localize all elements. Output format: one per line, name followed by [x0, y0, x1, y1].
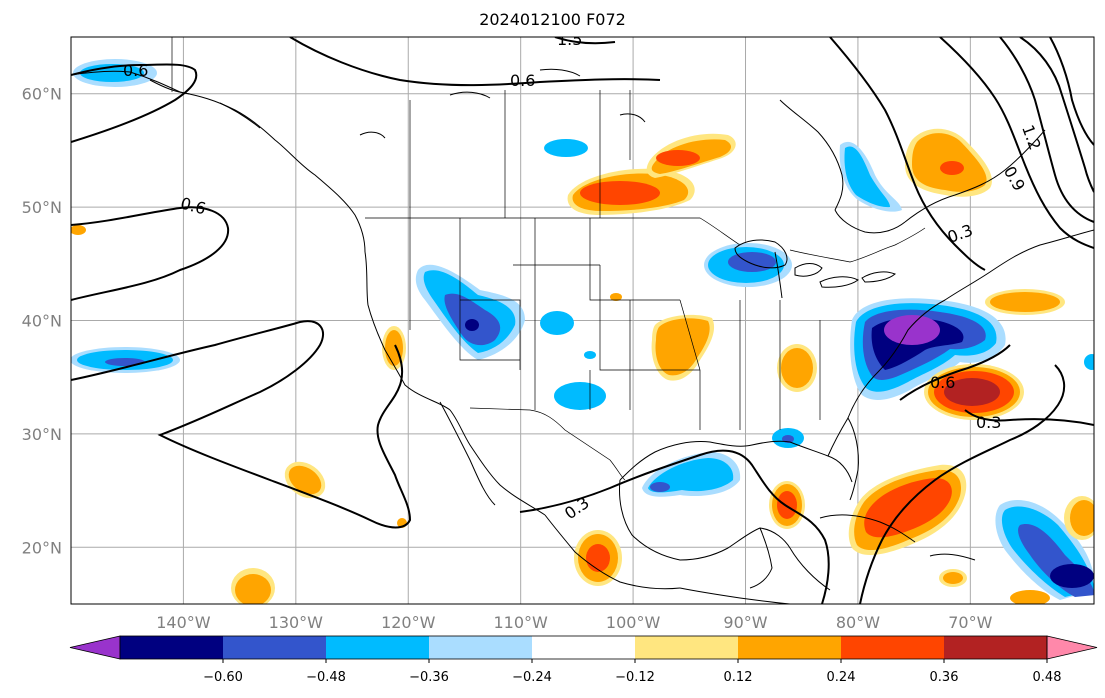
anomaly-blob-neg: [584, 351, 596, 359]
anomaly-blob-neg: [554, 382, 606, 410]
contour-label: 0.6: [123, 61, 148, 80]
lon-tick-label: 120°W: [381, 613, 436, 632]
contour-lines: [71, 37, 1094, 604]
anomaly-blob-neg: [540, 311, 574, 335]
lat-tick-label: 40°N: [22, 312, 62, 331]
anomaly-blob-pos: [905, 128, 992, 197]
map-title: 2024012100 F072: [479, 10, 626, 29]
anomaly-blob-pos: [1010, 590, 1050, 604]
lat-tick-label: 50°N: [22, 198, 62, 217]
colorbar-outline: [119, 635, 1048, 660]
contour-label: 1.5: [557, 30, 582, 49]
colorbar-segment: [635, 636, 739, 659]
anomaly-blob-pos: [610, 293, 622, 301]
lon-tick-label: 90°W: [723, 613, 767, 632]
colorbar-extend-low: [69, 635, 121, 660]
colorbar-tick-label: 0.36: [930, 670, 959, 685]
contour-label: 0.3: [976, 413, 1001, 432]
contour-label: 0.6: [930, 373, 955, 392]
anomaly-blob-neg: [642, 452, 741, 497]
anomaly-blob-pos: [651, 314, 715, 381]
lat-tick-label: 60°N: [22, 85, 62, 104]
colorbar-segment: [223, 636, 327, 659]
lon-tick-label: 140°W: [156, 613, 211, 632]
anomaly-blob-pos: [567, 133, 736, 215]
lon-tick-labels: 140°W 130°W 120°W 110°W 100°W 90°W 80°W 70°W: [156, 613, 992, 632]
colorbar-segment: [120, 636, 224, 659]
anomaly-blob-pos: [777, 344, 817, 392]
anomaly-blob-neg: [1084, 354, 1094, 370]
lon-tick-label: 110°W: [493, 613, 548, 632]
lon-tick-label: 100°W: [606, 613, 661, 632]
lat-tick-labels: 20°N 30°N 40°N 50°N 60°N: [22, 85, 62, 558]
colorbar-segment: [532, 636, 636, 659]
lon-tick-label: 80°W: [836, 613, 880, 632]
colorbar-tick-label: 0.12: [724, 670, 753, 685]
colorbar-tick-labels: −0.60 −0.48 −0.36 −0.24 −0.12 0.12 0.24 0.36 0.4…: [203, 659, 1062, 685]
anomaly-blob-pos: [71, 225, 86, 235]
anomaly-blob-pos: [769, 481, 805, 529]
colorbar-segment: [841, 636, 945, 659]
colorbar-segment: [326, 636, 430, 659]
anomaly-blob-neg: [544, 139, 588, 157]
colorbar-tick-label: 0.48: [1033, 670, 1062, 685]
colorbar-segment: [738, 636, 842, 659]
lat-tick-label: 30°N: [22, 425, 62, 444]
anomaly-blob-pos: [985, 289, 1065, 315]
colorbar-extend-high: [1046, 635, 1098, 660]
colorbar-tick-label: −0.48: [306, 670, 346, 685]
anomaly-blob-neg: [850, 298, 1006, 400]
shaded-anomalies: [71, 59, 1094, 604]
colorbar: [69, 635, 1098, 660]
colorbar-tick-label: 0.24: [827, 670, 856, 685]
map-frame: [70, 36, 1095, 605]
anomaly-blob-pos: [848, 464, 967, 556]
anomaly-blob-neg: [704, 243, 792, 287]
contour-label: 0.6: [510, 71, 535, 90]
anomaly-blob-pos: [1070, 500, 1094, 536]
anomaly-blob-pos: [574, 530, 622, 586]
anomaly-blob-neg: [415, 264, 525, 360]
anomaly-blob-pos: [943, 572, 963, 584]
lat-tick-label: 20°N: [22, 538, 62, 557]
anomaly-blob-pos: [231, 568, 275, 604]
colorbar-segment: [429, 636, 533, 659]
anomaly-blob-neg: [71, 347, 180, 373]
political-borders: [171, 37, 926, 481]
anomaly-blob-neg: [995, 500, 1094, 600]
colorbar-tick-label: −0.36: [409, 670, 449, 685]
coastlines-and-borders: [71, 68, 1094, 604]
anomaly-blob-pos: [924, 364, 1024, 420]
colorbar-tick-label: −0.60: [203, 670, 243, 685]
colorbar-tick-label: −0.12: [615, 670, 655, 685]
anomaly-blob-neg: [839, 141, 902, 212]
lon-tick-label: 70°W: [948, 613, 992, 632]
lon-tick-label: 130°W: [269, 613, 324, 632]
colorbar-tick-label: −0.24: [512, 670, 552, 685]
colorbar-segment: [944, 636, 1048, 659]
